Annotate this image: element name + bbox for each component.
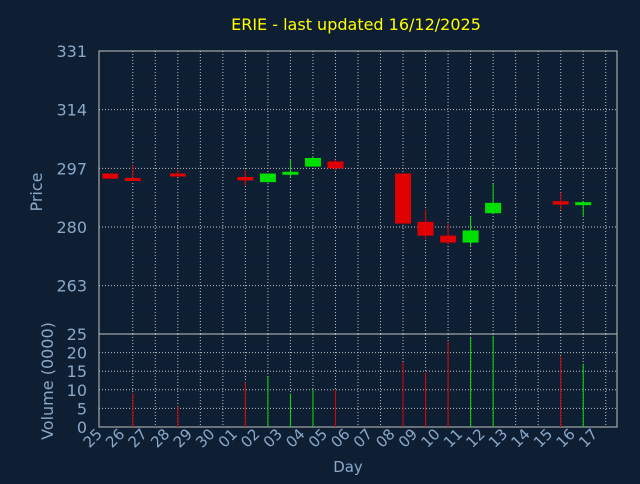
candle-body [237, 176, 254, 181]
volume-axis-label: Volume (0000) [38, 322, 57, 440]
candle-body [102, 173, 119, 179]
x-tick-label: 17 [575, 425, 601, 451]
volume-tick-label: 25 [67, 325, 87, 344]
candle-body [124, 178, 141, 182]
candle-body [440, 235, 457, 243]
price-tick-label: 331 [56, 42, 87, 61]
volume-tick-label: 15 [67, 362, 87, 381]
volume-tick-label: 20 [67, 344, 87, 363]
volume-panel-frame [98, 333, 618, 428]
candle-body [304, 157, 321, 167]
candle-body [282, 171, 299, 175]
volume-tick-label: 5 [77, 399, 87, 418]
x-axis-label: Day [333, 458, 363, 476]
candle-body [417, 221, 434, 236]
price-axis-label: Price [27, 172, 46, 211]
price-tick-label: 314 [56, 101, 87, 120]
candle-body [575, 202, 592, 206]
chart-title: ERIE - last updated 16/12/2025 [231, 15, 481, 34]
price-tick-label: 297 [56, 159, 87, 178]
candle-body [552, 201, 569, 205]
price-tick-label: 263 [56, 277, 87, 296]
volume-tick-label: 0 [77, 418, 87, 437]
volume-tick-label: 10 [67, 381, 87, 400]
candle-body [327, 161, 344, 169]
candle-body [169, 173, 186, 177]
candle-body [259, 173, 276, 183]
candle-body [462, 230, 479, 243]
price-tick-label: 280 [56, 218, 87, 237]
candle-body [395, 173, 412, 224]
candle-body [485, 202, 502, 214]
